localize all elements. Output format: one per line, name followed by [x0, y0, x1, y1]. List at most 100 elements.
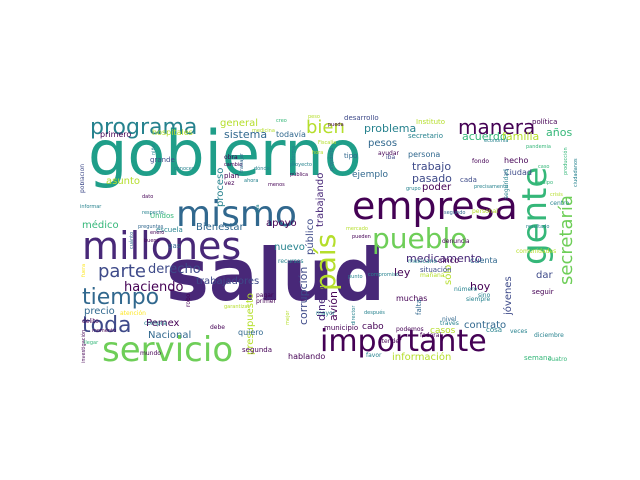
- word: hora: [312, 150, 324, 156]
- word: después: [364, 310, 385, 316]
- word: recursos: [278, 258, 304, 265]
- word: primer: [256, 298, 276, 305]
- word: cuenta: [470, 256, 498, 265]
- word: asunto: [106, 176, 141, 187]
- word: gas: [168, 242, 181, 250]
- word: población: [80, 163, 86, 193]
- word: trabajando: [315, 172, 326, 227]
- word: jóvenes: [503, 276, 514, 315]
- word: cuatro: [548, 356, 568, 363]
- word: peso: [308, 115, 320, 120]
- word: gobierno: [88, 117, 362, 190]
- word: atender: [378, 338, 402, 345]
- word: pueda: [328, 122, 344, 128]
- word: mercado: [346, 226, 368, 232]
- word: tipo: [344, 152, 358, 160]
- word: director: [351, 305, 357, 325]
- word: ahora: [244, 178, 259, 184]
- word: nivel: [442, 316, 457, 323]
- word: parte: [98, 261, 146, 282]
- word: vida: [255, 204, 261, 215]
- word: acuerdo: [462, 130, 507, 143]
- word: muchas: [396, 294, 428, 303]
- word: información: [392, 352, 452, 363]
- word: Unidos: [150, 212, 174, 220]
- word: enero: [150, 230, 165, 236]
- word: país: [309, 233, 342, 291]
- word: producción: [563, 147, 569, 175]
- word: médico: [82, 220, 119, 231]
- word: iba: [386, 154, 396, 161]
- word: Instituto: [416, 118, 446, 126]
- word: general: [220, 118, 259, 129]
- word: ley: [394, 266, 411, 279]
- word: ayudar: [378, 150, 399, 157]
- word: informe: [291, 145, 297, 165]
- word: mejor: [285, 310, 291, 325]
- word: trabajo: [412, 160, 452, 173]
- word: debe: [210, 324, 225, 331]
- word: pandemia: [526, 144, 551, 150]
- word: trabajar: [239, 153, 245, 173]
- word: niño: [151, 144, 157, 155]
- word: Ciudad: [504, 168, 532, 177]
- word: comunidades: [516, 248, 557, 255]
- word: pública: [290, 172, 309, 178]
- word: problema: [364, 122, 417, 135]
- word: familia: [502, 130, 540, 143]
- word: podemos: [396, 326, 424, 333]
- word: falta: [415, 299, 423, 315]
- word: empresa: [352, 184, 518, 228]
- word: manera: [458, 115, 536, 139]
- word: nuevo: [274, 242, 305, 253]
- word: veces: [510, 328, 528, 335]
- word: compromiso: [368, 272, 399, 278]
- word: punto: [348, 274, 363, 280]
- word: hospitales: [152, 128, 193, 137]
- word: dónde: [254, 166, 270, 172]
- word: quiero: [238, 328, 264, 337]
- word: haciendo: [124, 280, 184, 295]
- word: pasado: [412, 172, 452, 185]
- word: pesos: [368, 138, 398, 149]
- word: mañana: [420, 272, 445, 279]
- word: federal: [420, 332, 442, 339]
- word: conocer: [174, 166, 194, 172]
- word: secretario: [408, 132, 443, 140]
- word: cambio: [224, 162, 243, 168]
- word: programa: [90, 115, 198, 140]
- word: semana: [524, 354, 552, 362]
- word: respecto: [142, 210, 164, 216]
- word: servicio: [102, 330, 234, 366]
- word: investigación: [81, 329, 87, 363]
- word: cuánto: [129, 231, 135, 249]
- word: millones: [82, 224, 242, 268]
- word: Nacional: [148, 330, 192, 341]
- word: situación: [420, 266, 452, 274]
- word: escuela: [156, 226, 183, 234]
- word: mayor: [316, 310, 336, 317]
- word: ejemplo: [352, 170, 389, 180]
- word: grande: [150, 156, 175, 164]
- word: favor: [366, 352, 382, 359]
- word: ciudadanos: [573, 158, 578, 187]
- word: desarrollo: [344, 115, 379, 122]
- word: informar: [80, 204, 102, 210]
- word: años: [546, 126, 573, 139]
- word: precio: [84, 306, 115, 317]
- word: pueblo: [372, 222, 468, 255]
- word: todavía: [276, 130, 306, 139]
- word: grupo: [406, 186, 421, 192]
- word: apoyo: [266, 218, 297, 229]
- word: medicamento: [406, 252, 482, 265]
- word: equipo: [536, 180, 554, 186]
- word: pueden: [352, 234, 371, 240]
- word: momento: [92, 328, 117, 334]
- word: fondo: [472, 158, 490, 165]
- word: fuera: [81, 263, 87, 277]
- word: hecho: [504, 156, 529, 165]
- word: política: [532, 118, 558, 126]
- word: preguntas: [138, 224, 164, 230]
- word: secretaría: [556, 195, 577, 285]
- word: atención: [120, 310, 146, 317]
